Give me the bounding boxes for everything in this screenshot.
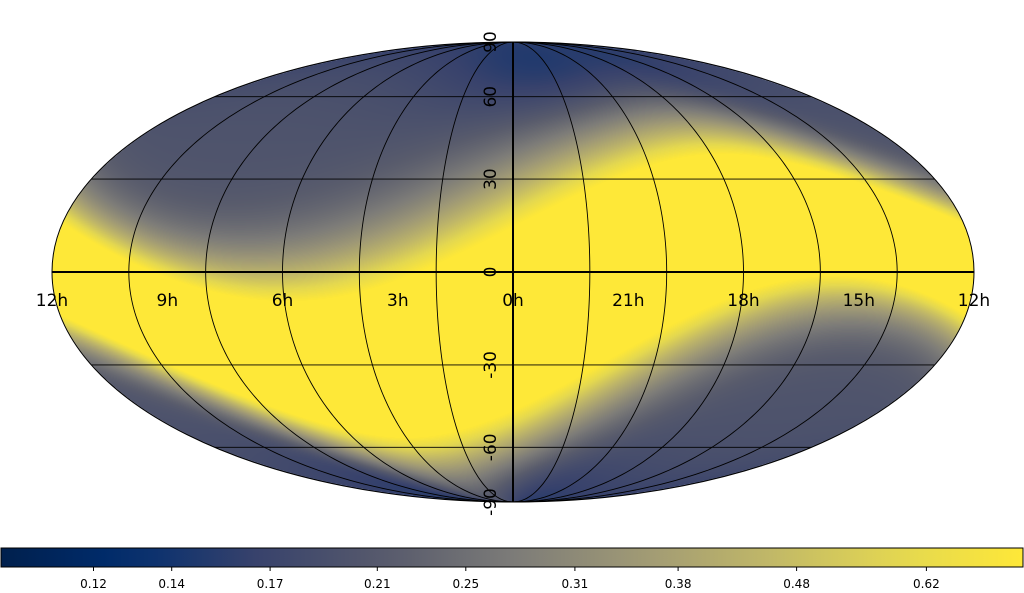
mollweide-map: 12h 9h 6h 3h 0h 21h 18h 15h 12h 90 60 30 0 -30 -60 -90 <box>36 31 990 516</box>
colorbar-tick-label: 0.17 <box>257 577 284 591</box>
ra-tick-label: 21h <box>612 291 644 311</box>
dec-tick-labels: 90 60 30 0 -30 -60 -90 <box>481 31 501 516</box>
dec-tick-label: 60 <box>481 86 501 108</box>
colorbar-tick-label: 0.25 <box>452 577 479 591</box>
ra-tick-label: 15h <box>843 291 875 311</box>
ra-tick-label: 6h <box>272 291 294 311</box>
colorbar-tick-label: 0.62 <box>913 577 940 591</box>
dec-tick-label: -90 <box>481 488 501 516</box>
dec-tick-label: 90 <box>481 31 501 53</box>
ra-tick-label: 3h <box>387 291 409 311</box>
colorbar-tick-label: 0.12 <box>80 577 107 591</box>
ra-tick-label: 12h <box>958 291 990 311</box>
colorbar-tick-label: 0.48 <box>783 577 810 591</box>
dec-tick-label: -60 <box>481 433 501 461</box>
colorbar-tick-label: 0.14 <box>158 577 185 591</box>
ra-tick-label: 0h <box>502 291 524 311</box>
colorbar-tick-label: 0.38 <box>665 577 692 591</box>
dec-tick-label: 30 <box>481 168 501 190</box>
colorbar: 0.12 0.14 0.17 0.21 0.25 0.31 0.38 0.48 0.62 <box>0 547 1024 591</box>
ra-tick-label: 12h <box>36 291 68 311</box>
ra-tick-labels: 12h 9h 6h 3h 0h 21h 18h 15h 12h <box>36 291 990 311</box>
colorbar-frame <box>0 547 1024 568</box>
colorbar-tick-label: 0.31 <box>562 577 589 591</box>
dec-tick-label: 0 <box>481 267 501 278</box>
ra-tick-label: 9h <box>157 291 179 311</box>
colorbar-ticks: 0.12 0.14 0.17 0.21 0.25 0.31 0.38 0.48 0.62 <box>80 567 940 591</box>
dec-tick-label: -30 <box>481 351 501 379</box>
colorbar-fill <box>1 548 1023 567</box>
ra-tick-label: 18h <box>727 291 759 311</box>
colorbar-tick-label: 0.21 <box>364 577 391 591</box>
